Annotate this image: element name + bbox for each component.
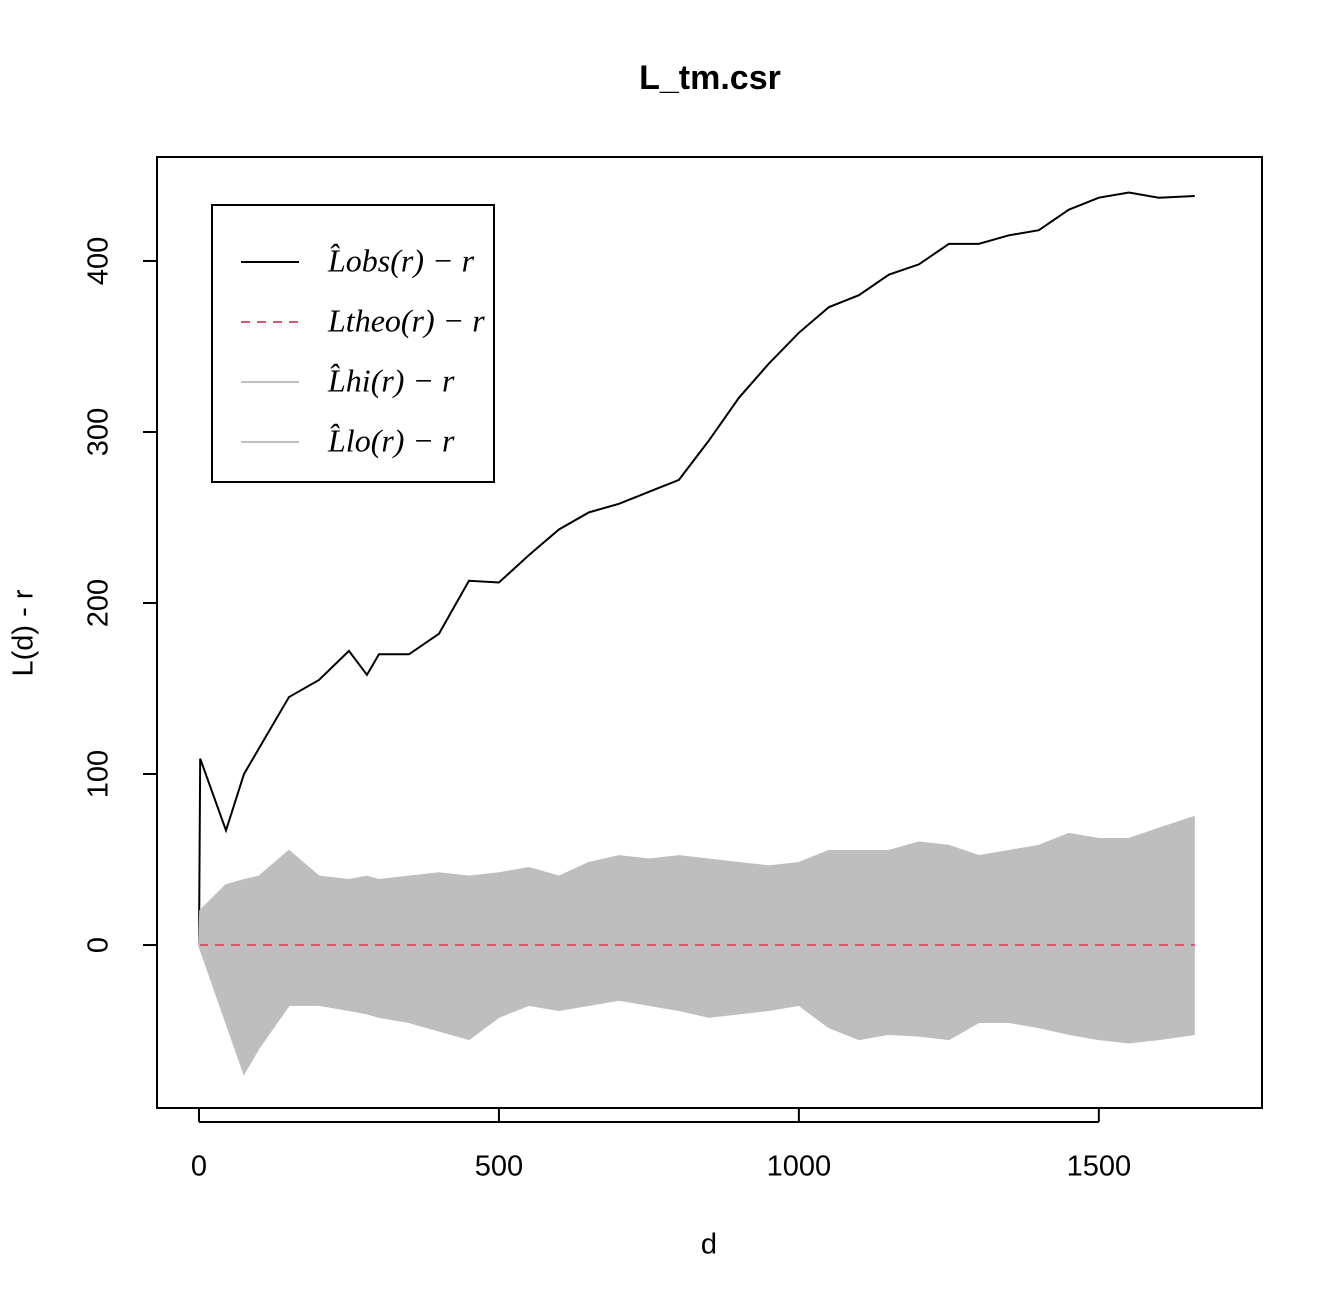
y-tick-label: 300 xyxy=(83,408,115,456)
plot-frame xyxy=(156,156,1263,1109)
y-tick-label: 200 xyxy=(83,579,115,627)
x-tick-label: 0 xyxy=(191,1151,207,1183)
legend-label: L̂obs(r) − r xyxy=(327,242,475,278)
legend-label: Ltheo(r) − r xyxy=(327,302,485,338)
y-tick-label: 400 xyxy=(83,237,115,285)
series-line xyxy=(198,944,1195,1076)
x-tick-label: 500 xyxy=(475,1151,523,1183)
series-line xyxy=(197,815,1196,946)
x-tick-label: 1000 xyxy=(767,1151,832,1183)
x-tick-label: 1500 xyxy=(1067,1151,1132,1183)
x-axis-label: d xyxy=(701,1229,717,1261)
y-tick-label: 0 xyxy=(83,937,115,953)
legend-label: L̂lo(r) − r xyxy=(327,422,455,458)
y-axis-label: L(d) - r xyxy=(8,589,40,676)
y-tick-label: 100 xyxy=(83,750,115,798)
legend-box xyxy=(211,204,495,483)
legend-label: L̂hi(r) − r xyxy=(327,362,455,398)
series-line xyxy=(197,191,1195,946)
chart-title: L_tm.csr xyxy=(639,59,781,97)
